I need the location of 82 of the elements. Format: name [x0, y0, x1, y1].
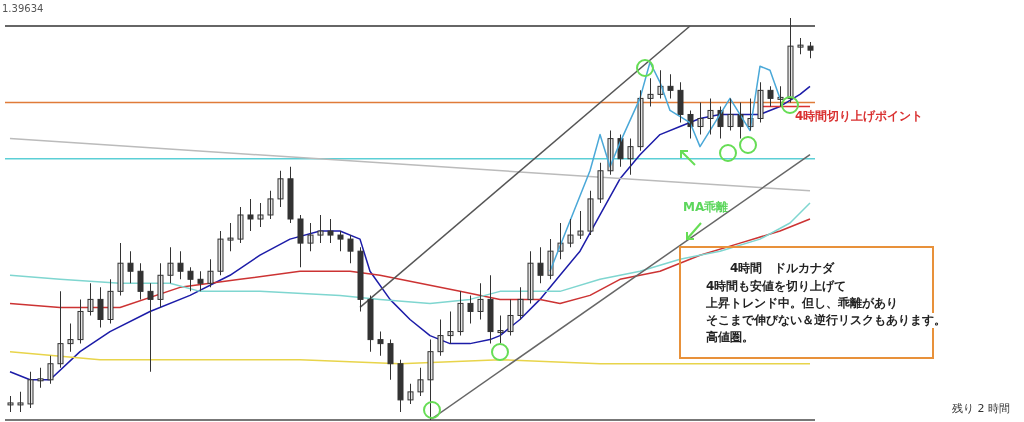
- candlestick: [647, 78, 654, 107]
- candlestick: [227, 223, 234, 252]
- candlestick: [377, 331, 384, 356]
- candlestick: [237, 206, 244, 244]
- candlestick: [207, 259, 214, 288]
- candlestick: [77, 299, 84, 344]
- candlestick: [687, 110, 694, 139]
- candlestick: [537, 247, 544, 284]
- candlestick: [57, 291, 64, 368]
- candlestick: [107, 279, 114, 324]
- candlestick: [267, 190, 274, 219]
- candlestick: [507, 299, 514, 336]
- candlestick: [667, 74, 674, 99]
- candlestick: [797, 38, 804, 55]
- annotation: そこまで伸びない＆逆行リスクもあります。: [706, 313, 946, 328]
- annotation: 4時間も安値を切り上げて: [706, 279, 847, 294]
- candlestick: [497, 315, 504, 344]
- candlestick: [157, 263, 164, 308]
- candlestick: [217, 231, 224, 276]
- candlestick: [407, 383, 414, 404]
- candlestick: [87, 283, 94, 316]
- candlestick: [127, 251, 134, 284]
- candlestick: [287, 166, 294, 224]
- candlestick: [387, 339, 394, 380]
- candlestick: [457, 291, 464, 336]
- candlestick: [677, 82, 684, 123]
- candlestick: [17, 391, 24, 412]
- candlestick: [727, 98, 734, 131]
- candlestick: [597, 162, 604, 203]
- candlestick: [277, 170, 284, 207]
- candlestick: [767, 86, 774, 107]
- candlestick: [547, 239, 554, 280]
- candlestick: [807, 42, 814, 59]
- candlestick: [27, 371, 34, 408]
- annotation: MA乖離: [683, 200, 729, 215]
- candlestick: [517, 287, 524, 320]
- candlestick: [527, 251, 534, 304]
- candlestick: [137, 263, 144, 300]
- candlestick: [347, 235, 354, 264]
- candlestick: [177, 251, 184, 280]
- annotation: 上昇トレンド中。但し、乖離があり: [706, 296, 898, 311]
- candlestick: [187, 267, 194, 292]
- candlestick: [147, 283, 154, 372]
- candlestick: [367, 295, 374, 352]
- candlestick: [337, 231, 344, 252]
- candlestick: [67, 323, 74, 352]
- candlestick: [477, 283, 484, 320]
- candlestick: [757, 82, 764, 123]
- candlestick: [627, 138, 634, 175]
- candlestick: [167, 247, 174, 284]
- candlestick: [697, 102, 704, 135]
- annotation: 4時間 ドルカナダ: [730, 261, 835, 276]
- text: 1.39634: [2, 2, 44, 16]
- candlestick: [447, 311, 454, 344]
- candlestick: [587, 190, 594, 236]
- candlestick: [247, 198, 254, 232]
- candlestick: [567, 219, 574, 248]
- candlestick: [397, 359, 404, 412]
- candlestick: [97, 287, 104, 328]
- candlestick: [317, 214, 324, 244]
- candlestick: [737, 102, 744, 139]
- candlestick: [437, 319, 444, 356]
- candlestick: [7, 395, 14, 412]
- candlestick: [197, 271, 204, 292]
- candlestick: [637, 90, 644, 151]
- candlestick: [47, 355, 54, 384]
- candlestick: [257, 202, 264, 228]
- candlestick: [467, 295, 474, 324]
- candlestick: [417, 367, 424, 396]
- candlestick: [707, 98, 714, 135]
- candlestick: [37, 367, 44, 388]
- candlestick: [327, 219, 334, 244]
- candlestick: [117, 243, 124, 296]
- text: 残り 2 時間: [952, 401, 1010, 416]
- candlestick: [427, 339, 434, 420]
- candlestick: [487, 275, 494, 344]
- annotation: 4時間切り上げポイント: [795, 109, 924, 124]
- candlestick: [307, 223, 314, 252]
- candlestick: [577, 210, 584, 240]
- candlestick: [297, 214, 304, 268]
- candlestick: [357, 247, 364, 312]
- annotation: 高値圏。: [706, 330, 754, 345]
